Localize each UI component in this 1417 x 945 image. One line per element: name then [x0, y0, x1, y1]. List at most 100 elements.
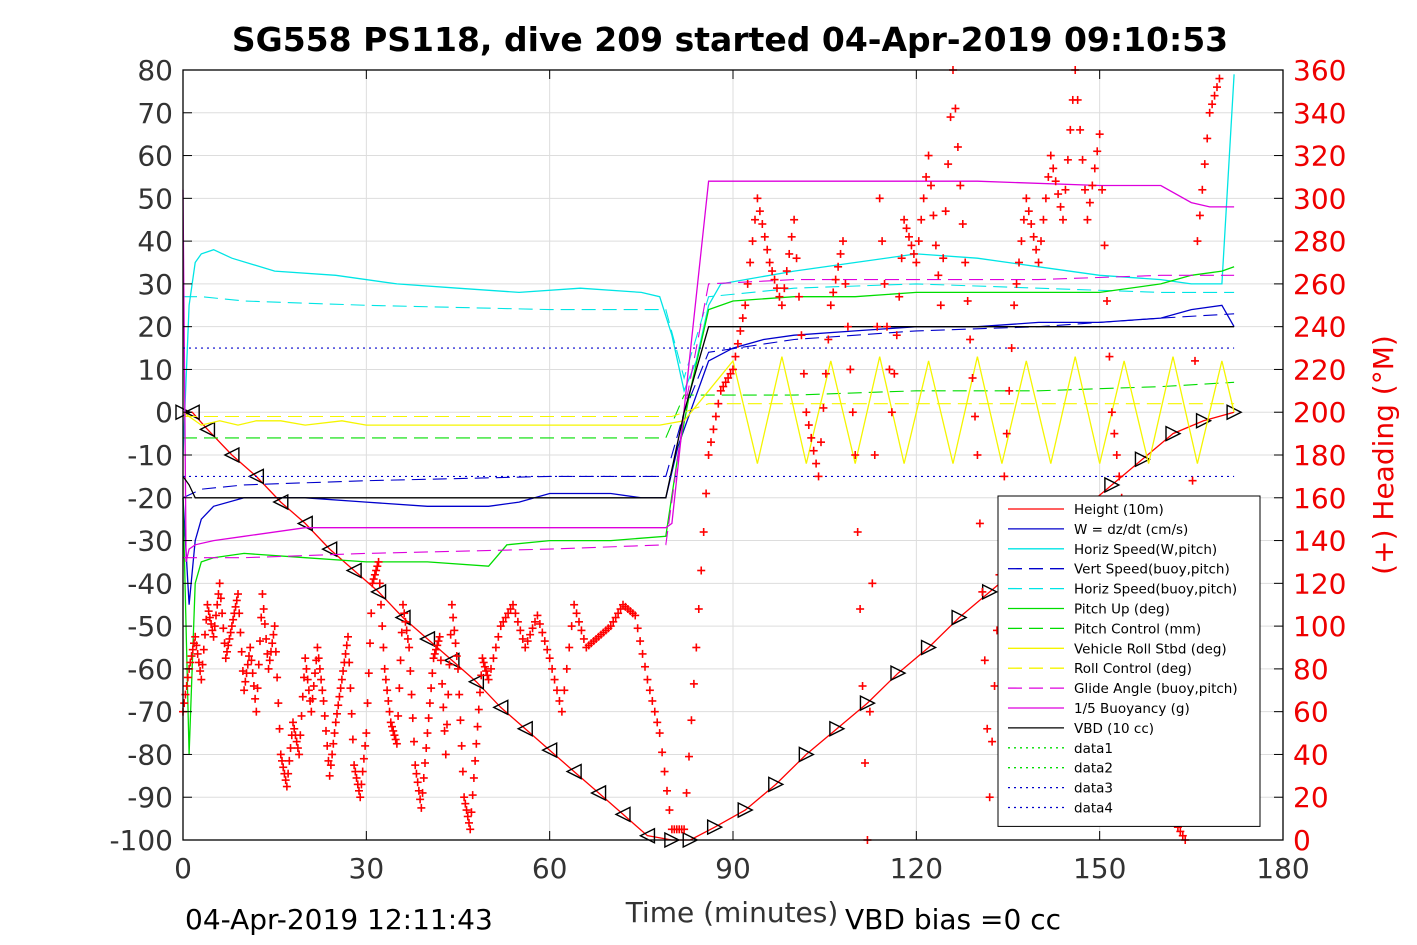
- heading-point: [247, 656, 256, 665]
- height-marker: [247, 468, 265, 485]
- heading-point: [260, 619, 269, 628]
- heading-point: [210, 622, 219, 631]
- heading-point: [402, 626, 411, 635]
- heading-point: [377, 600, 385, 609]
- heading-point: [406, 667, 415, 676]
- heading-point: [790, 215, 799, 224]
- heading-point: [384, 696, 393, 705]
- x-tick-label: 150: [1073, 852, 1126, 885]
- y-tick-label-left: 30: [137, 268, 173, 301]
- y-tick-label-left: -10: [127, 439, 173, 472]
- height-marker: [1226, 404, 1243, 421]
- heading-point: [900, 215, 909, 224]
- height-marker: [492, 699, 509, 716]
- heading-point: [1032, 245, 1041, 254]
- y-tick-label-right: 0: [1293, 824, 1311, 857]
- height-marker: [272, 493, 289, 511]
- heading-point: [193, 649, 202, 658]
- heading-point: [716, 386, 725, 395]
- heading-point: [895, 292, 904, 301]
- heading-point: [579, 634, 588, 643]
- heading-point: [417, 803, 426, 812]
- heading-point: [472, 739, 481, 748]
- heading-point: [812, 459, 821, 468]
- heading-point: [292, 737, 301, 746]
- series-11: [182, 326, 1235, 499]
- heading-point: [897, 254, 906, 263]
- series-5: [182, 266, 1235, 755]
- heading-point: [243, 660, 252, 669]
- heading-point: [645, 686, 654, 695]
- height-marker: [829, 720, 846, 737]
- legend-entry-label: Pitch Control (mm): [1074, 621, 1201, 637]
- heading-point: [1215, 74, 1224, 83]
- series-2: [182, 74, 1235, 456]
- heading-point: [314, 654, 323, 663]
- heading-point: [988, 737, 997, 746]
- heading-point: [1090, 164, 1099, 173]
- y-tick-label-right: 140: [1293, 525, 1346, 558]
- y-tick-label-right: 20: [1293, 781, 1329, 814]
- heading-point: [182, 682, 191, 690]
- heading-point: [738, 314, 747, 323]
- heading-point: [386, 718, 395, 727]
- heading-point: [191, 632, 200, 641]
- height-marker: [890, 665, 907, 682]
- heading-point: [724, 374, 733, 382]
- heading-point: [429, 654, 438, 663]
- heading-point: [333, 709, 341, 718]
- heading-point: [322, 726, 330, 735]
- heading-point: [274, 699, 283, 708]
- y-tick-label-left: 80: [137, 54, 173, 87]
- heading-point: [474, 705, 483, 714]
- heading-point: [1083, 215, 1092, 224]
- heading-point: [567, 622, 576, 631]
- heading-point: [221, 654, 230, 663]
- heading-point: [396, 656, 405, 665]
- heading-point: [1213, 83, 1221, 92]
- heading-point: [817, 438, 825, 447]
- heading-point: [721, 378, 730, 387]
- heading-point: [689, 679, 698, 688]
- heading-point: [560, 686, 569, 695]
- heading-point: [366, 639, 374, 648]
- heading-point: [451, 639, 460, 648]
- heading-point: [229, 615, 238, 624]
- x-tick-label: 120: [890, 852, 943, 885]
- heading-point: [320, 711, 329, 720]
- heading-point: [697, 566, 706, 575]
- heading-point: [890, 369, 899, 378]
- heading-point: [350, 761, 359, 770]
- heading-point: [224, 641, 233, 650]
- legend-entry-label: data2: [1074, 761, 1113, 777]
- legend-entry-label: Height (10m): [1074, 502, 1164, 518]
- heading-point: [269, 630, 278, 639]
- heading-point: [1063, 155, 1072, 164]
- heading-point: [770, 275, 779, 284]
- heading-point: [821, 369, 830, 378]
- heading-point: [212, 611, 220, 620]
- heading-point: [264, 664, 273, 673]
- heading-point: [331, 718, 340, 727]
- heading-point: [352, 773, 361, 782]
- heading-point: [736, 326, 745, 335]
- heading-point: [468, 791, 477, 800]
- heading-point: [802, 408, 811, 417]
- heading-point: [496, 622, 505, 631]
- heading-point: [1027, 220, 1036, 228]
- heading-point: [856, 605, 865, 613]
- heading-point: [711, 412, 720, 421]
- heading-point: [476, 688, 484, 697]
- heading-point: [297, 711, 306, 720]
- heading-point: [975, 519, 984, 528]
- legend-entry-label: Horiz Speed(W,pitch): [1074, 542, 1217, 558]
- y-tick-label-right: 120: [1293, 567, 1346, 600]
- heading-point: [1210, 91, 1219, 100]
- heading-point: [215, 579, 224, 588]
- heading-point: [363, 699, 372, 708]
- heading-point: [1193, 237, 1202, 246]
- heading-point: [611, 613, 620, 622]
- heading-point: [197, 675, 206, 684]
- heading-point: [401, 617, 410, 626]
- heading-point: [1061, 185, 1070, 194]
